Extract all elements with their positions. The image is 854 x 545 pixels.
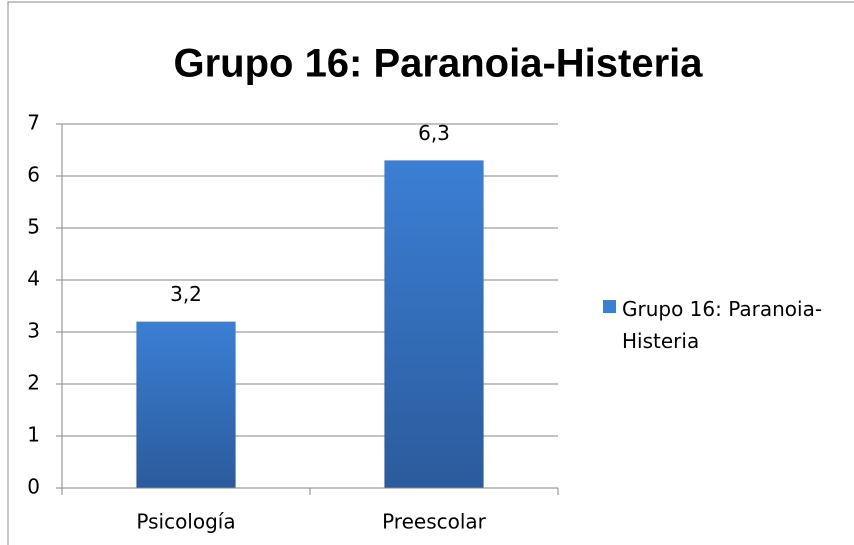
data-label: 3,2	[170, 282, 202, 306]
x-tick-label: Preescolar	[382, 510, 487, 534]
y-tick-label: 3	[27, 319, 40, 343]
x-tick-label: Psicología	[136, 510, 235, 534]
y-tick-label: 6	[27, 163, 40, 187]
y-tick-label: 0	[27, 475, 40, 499]
y-tick-label: 1	[27, 423, 40, 447]
data-label: 6,3	[418, 121, 450, 145]
y-tick-label: 4	[27, 267, 40, 291]
y-tick-label: 2	[27, 371, 40, 395]
y-tick-label: 7	[27, 111, 40, 135]
bar	[136, 321, 236, 488]
bar	[384, 160, 484, 488]
legend-label: Grupo 16: Paranoia-Histeria	[622, 297, 823, 353]
legend-swatch	[603, 300, 616, 313]
y-tick-label: 5	[27, 215, 40, 239]
chart-title: Grupo 16: Paranoia-Histeria	[173, 42, 703, 86]
